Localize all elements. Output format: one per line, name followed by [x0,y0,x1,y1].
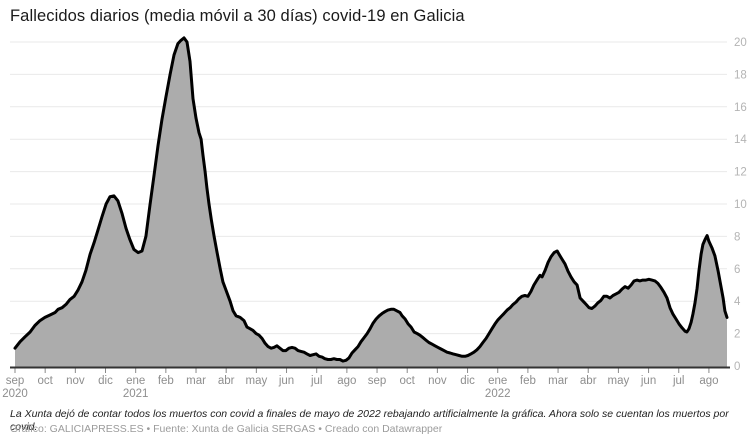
area-fill [15,37,727,368]
y-tick-label: 8 [734,231,740,243]
x-tick-label: ago [337,375,356,387]
x-tick-label: may [608,375,630,387]
x-tick-label: sep [6,375,25,387]
y-tick-label: 18 [734,69,747,81]
y-axis-labels: 0 2 4 6 8 10 12 14 16 18 20 [734,37,747,373]
x-tick-label: oct [400,375,416,387]
x-tick-label: ene [488,375,507,387]
y-tick-label: 14 [734,134,747,146]
trend-line [13,36,729,363]
x-year-label: 2021 [123,388,149,400]
y-tick-label: 12 [734,167,747,179]
y-tick-label: 16 [734,102,747,114]
x-tick-label: nov [66,375,85,387]
x-tick-label: jun [278,375,294,387]
x-tick-label: jul [672,375,685,387]
x-tick-label: sep [368,375,387,387]
x-tick-label: oct [37,375,53,387]
x-tick-label: abr [580,375,597,387]
chart-credits: Gráfico: GALICIAPRESS.ES • Fuente: Xunta… [10,423,443,435]
x-tick-label: mar [186,375,206,387]
x-year-label: 2022 [485,388,511,400]
y-tick-label: 4 [734,296,741,308]
y-tick-label: 20 [734,37,747,49]
x-year-label: 2020 [2,388,28,400]
chart-footnote: La Xunta dejó de contar todos los muerto… [10,408,729,433]
x-tick-label: feb [520,375,536,387]
x-tick-label: ago [699,375,718,387]
x-tick-label: abr [218,375,235,387]
x-tick-label: nov [428,375,447,387]
x-tick-label: dic [460,375,475,387]
y-tick-label: 10 [734,199,747,211]
x-tick-label: dic [98,375,113,387]
y-tick-label: 2 [734,329,740,341]
y-tick-label: 0 [734,361,740,373]
x-tick-label: jul [310,375,323,387]
x-tick-label: may [245,375,267,387]
x-tick-label: jun [640,375,656,387]
chart-title: Fallecidos diarios (media móvil a 30 día… [10,7,465,25]
x-tick-label: ene [126,375,145,387]
x-tick-label: mar [548,375,568,387]
y-tick-label: 6 [734,264,740,276]
x-tick-label: feb [158,375,174,387]
